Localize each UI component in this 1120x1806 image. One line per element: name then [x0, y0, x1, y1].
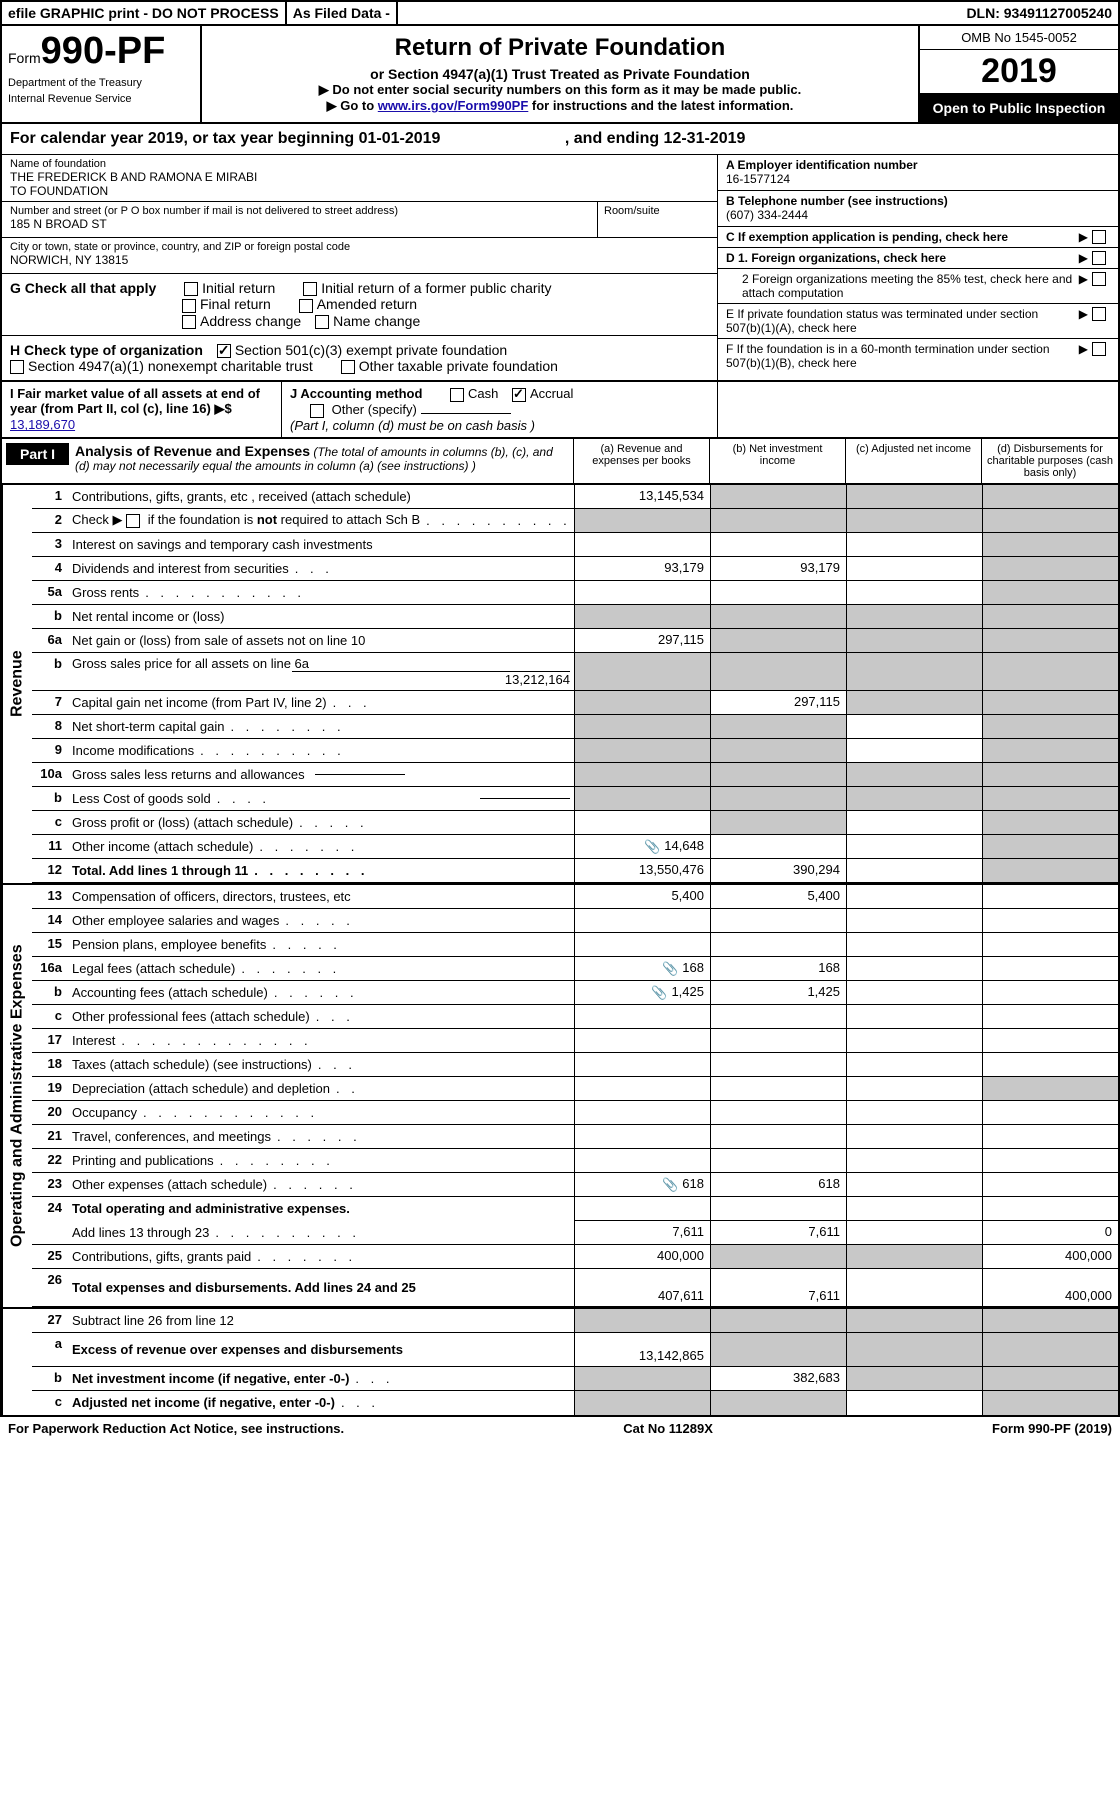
cat-no: Cat No 11289X [623, 1421, 713, 1436]
form-prefix: Form [8, 50, 41, 66]
address-change-checkbox[interactable] [182, 315, 196, 329]
attachment-icon[interactable]: 📎 [644, 839, 660, 855]
c-row: C If exemption application is pending, c… [718, 227, 1118, 248]
asfiled-label: As Filed Data - [287, 2, 398, 24]
info-right: A Employer identification number 16-1577… [718, 155, 1118, 380]
expenses-label: Operating and Administrative Expenses [2, 885, 32, 1307]
col-b: (b) Net investment income [710, 439, 846, 483]
calendar-year-row: For calendar year 2019, or tax year begi… [2, 124, 1118, 155]
info-left: Name of foundation THE FREDERICK B AND R… [2, 155, 718, 380]
form-title: Return of Private Foundation [206, 34, 914, 62]
efile-label: efile GRAPHIC print - DO NOT PROCESS [2, 2, 287, 24]
attachment-icon[interactable]: 📎 [662, 961, 678, 977]
other-method-checkbox[interactable] [310, 404, 324, 418]
d2-checkbox[interactable] [1092, 272, 1106, 286]
open-public: Open to Public Inspection [920, 94, 1118, 122]
revenue-label: Revenue [2, 485, 32, 883]
attachment-icon[interactable]: 📎 [662, 1177, 678, 1193]
cash-checkbox[interactable] [450, 388, 464, 402]
form-990pf: efile GRAPHIC print - DO NOT PROCESS As … [0, 0, 1120, 1417]
header-center: Return of Private Foundation or Section … [202, 26, 918, 122]
dln-label: DLN: 93491127005240 [960, 2, 1118, 24]
fmv-cell: I Fair market value of all assets at end… [2, 382, 282, 436]
501c3-checkbox[interactable] [217, 344, 231, 358]
header-left: Form990-PF Department of the Treasury In… [2, 26, 202, 122]
phone-row: B Telephone number (see instructions) (6… [718, 191, 1118, 227]
d1-checkbox[interactable] [1092, 251, 1106, 265]
instr-2: ▶ Go to www.irs.gov/Form990PF for instru… [206, 98, 914, 114]
irs-link[interactable]: www.irs.gov/Form990PF [378, 98, 529, 113]
col-d: (d) Disbursements for charitable purpose… [982, 439, 1118, 483]
accounting-cell: J Accounting method Cash Accrual Other (… [282, 382, 718, 436]
g-row: G Check all that apply Initial return In… [2, 274, 717, 336]
tax-year: 2019 [920, 50, 1118, 94]
omb-number: OMB No 1545-0052 [920, 26, 1118, 50]
address-row: Number and street (or P O box number if … [2, 202, 717, 238]
final-return-checkbox[interactable] [182, 299, 196, 313]
f-row: F If the foundation is in a 60-month ter… [718, 339, 1118, 373]
initial-former-checkbox[interactable] [303, 282, 317, 296]
ein-row: A Employer identification number 16-1577… [718, 155, 1118, 191]
form-page-label: Form 990-PF (2019) [992, 1421, 1112, 1436]
initial-return-checkbox[interactable] [184, 282, 198, 296]
form-subtitle: or Section 4947(a)(1) Trust Treated as P… [206, 66, 914, 82]
part1-header: Part I Analysis of Revenue and Expenses … [2, 439, 1118, 485]
e-checkbox[interactable] [1092, 307, 1106, 321]
amended-return-checkbox[interactable] [299, 299, 313, 313]
col-a: (a) Revenue and expenses per books [574, 439, 710, 483]
form-header: Form990-PF Department of the Treasury In… [2, 26, 1118, 124]
dept-irs: Internal Revenue Service [8, 93, 194, 105]
info-grid: Name of foundation THE FREDERICK B AND R… [2, 155, 1118, 382]
part-badge: Part I [6, 443, 69, 465]
4947-checkbox[interactable] [10, 360, 24, 374]
dept-treasury: Department of the Treasury [8, 77, 194, 89]
d1-row: D 1. Foreign organizations, check here ▶ [718, 248, 1118, 269]
accrual-checkbox[interactable] [512, 388, 526, 402]
header-right: OMB No 1545-0052 2019 Open to Public Ins… [918, 26, 1118, 122]
room-cell: Room/suite [597, 202, 717, 237]
schb-checkbox[interactable] [126, 514, 140, 528]
method-row: I Fair market value of all assets at end… [2, 382, 1118, 438]
f-checkbox[interactable] [1092, 342, 1106, 356]
d2-row: 2 Foreign organizations meeting the 85% … [718, 269, 1118, 304]
paperwork-notice: For Paperwork Reduction Act Notice, see … [8, 1421, 344, 1436]
e-row: E If private foundation status was termi… [718, 304, 1118, 339]
net-block: 27Subtract line 26 from line 12 aExcess … [2, 1309, 1118, 1415]
fmv-value: 13,189,670 [10, 417, 75, 432]
page-footer: For Paperwork Reduction Act Notice, see … [0, 1417, 1120, 1440]
instr-1: ▶ Do not enter social security numbers o… [206, 82, 914, 98]
revenue-block: Revenue 1Contributions, gifts, grants, e… [2, 485, 1118, 885]
attachment-icon[interactable]: 📎 [651, 985, 667, 1001]
c-checkbox[interactable] [1092, 230, 1106, 244]
city-row: City or town, state or province, country… [2, 238, 717, 274]
name-row: Name of foundation THE FREDERICK B AND R… [2, 155, 717, 202]
col-c: (c) Adjusted net income [846, 439, 982, 483]
form-number: 990-PF [41, 30, 166, 72]
name-change-checkbox[interactable] [315, 315, 329, 329]
other-taxable-checkbox[interactable] [341, 360, 355, 374]
h-row: H Check type of organization Section 501… [2, 336, 717, 381]
expenses-block: Operating and Administrative Expenses 13… [2, 885, 1118, 1309]
top-bar: efile GRAPHIC print - DO NOT PROCESS As … [2, 2, 1118, 26]
